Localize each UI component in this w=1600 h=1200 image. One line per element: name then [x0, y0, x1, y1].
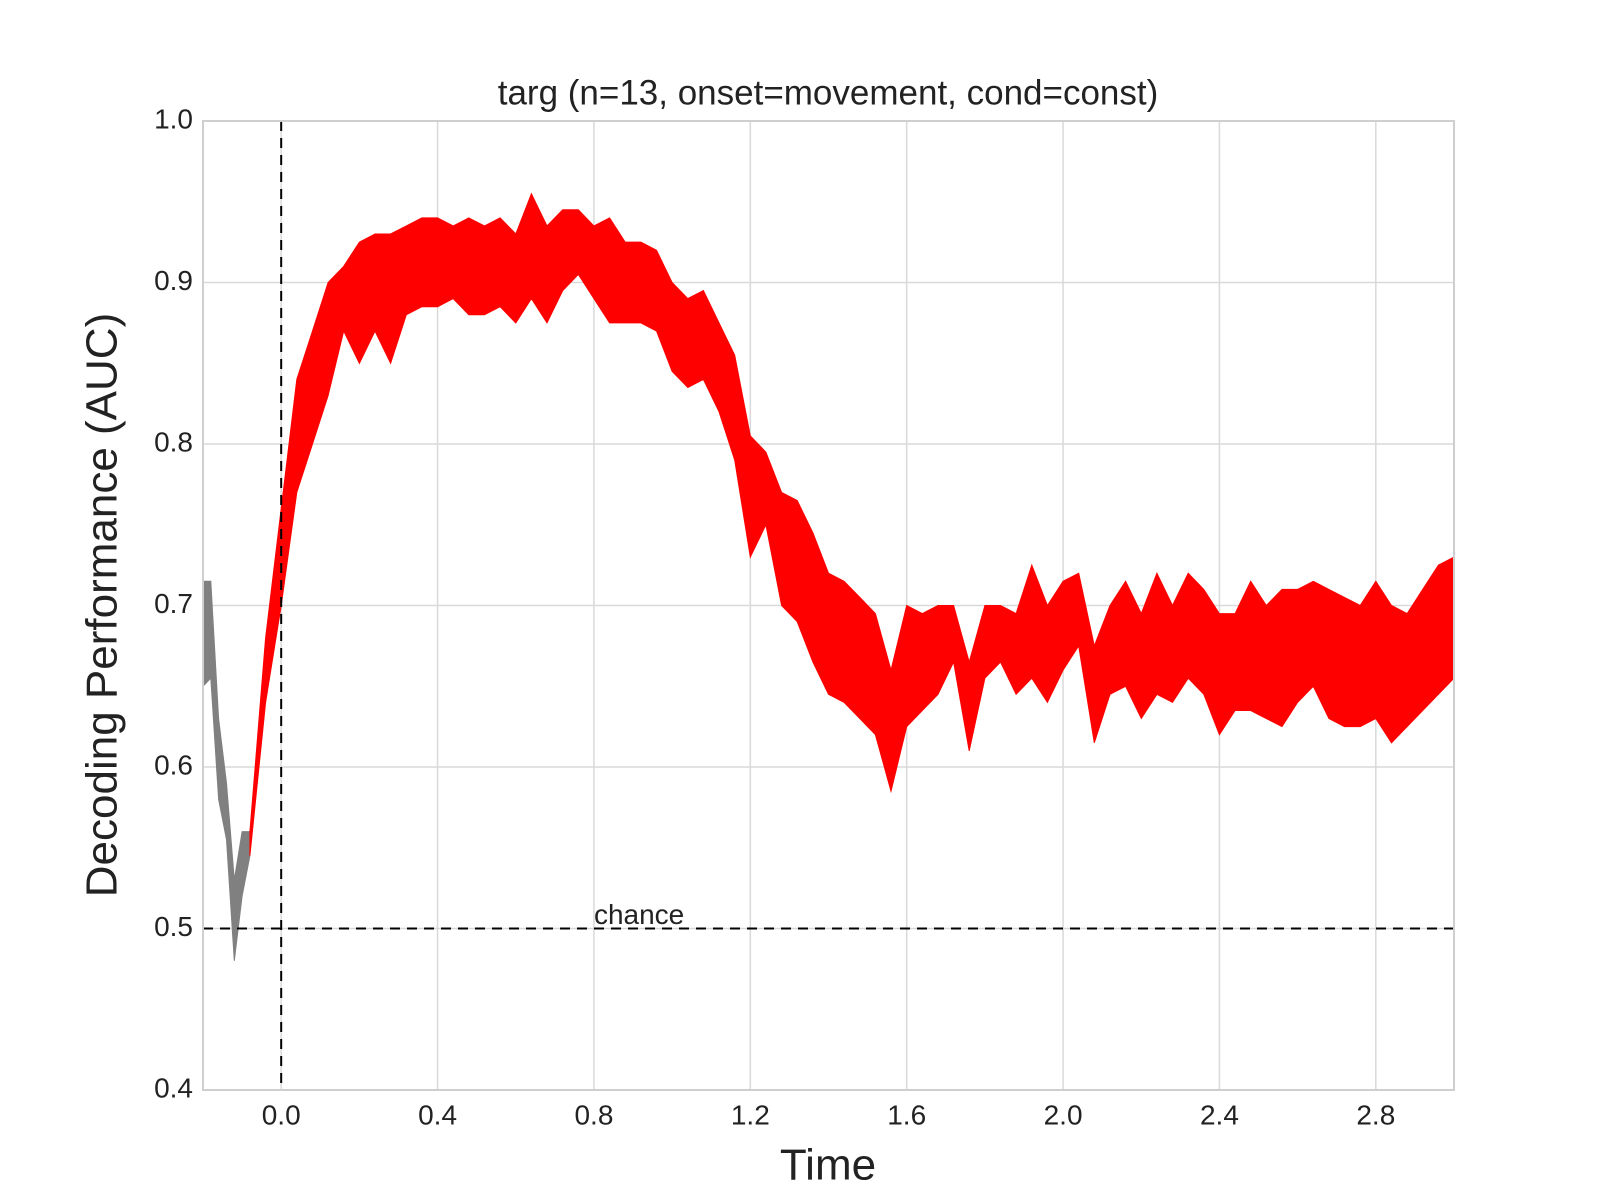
x-tick-label: 2.0 — [1044, 1099, 1083, 1130]
annotation: chance — [594, 899, 684, 930]
y-tick-label: 0.5 — [154, 911, 193, 942]
x-tick-label: 0.4 — [418, 1099, 457, 1130]
y-tick-label: 0.7 — [154, 588, 193, 619]
band-area — [202, 580, 251, 961]
x-tick-label: 2.8 — [1356, 1099, 1395, 1130]
x-tick-label: 1.2 — [731, 1099, 770, 1130]
y-tick-label: 0.6 — [154, 749, 193, 780]
x-tick-label: 2.4 — [1200, 1099, 1239, 1130]
y-axis-label: Decoding Performance (AUC) — [78, 313, 127, 897]
x-axis-label: Time — [780, 1141, 876, 1190]
y-tick-label: 0.8 — [154, 426, 193, 457]
y-tick-label: 0.9 — [154, 265, 193, 296]
chart-title: targ (n=13, onset=movement, cond=const) — [498, 73, 1159, 112]
y-tick-label: 1.0 — [154, 103, 193, 134]
x-tick-label: 0.0 — [262, 1099, 301, 1130]
plot-frame — [202, 120, 1455, 1091]
x-tick-label: 0.8 — [574, 1099, 613, 1130]
x-tick-label: 1.6 — [887, 1099, 926, 1130]
band-area — [249, 192, 1455, 856]
y-tick-label: 0.4 — [154, 1072, 193, 1103]
